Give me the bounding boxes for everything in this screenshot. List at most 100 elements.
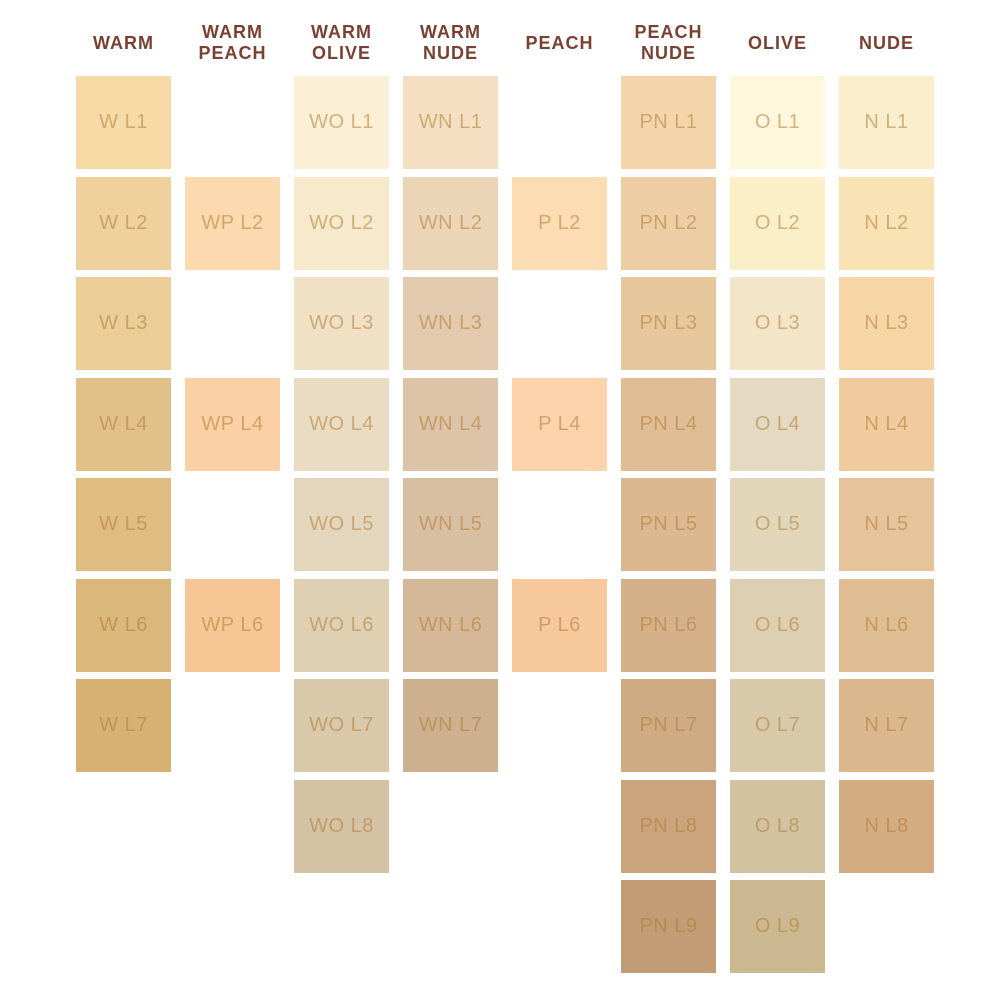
swatch-n-l3: N L3 — [839, 277, 934, 370]
swatch-o-l7: O L7 — [730, 679, 825, 772]
shade-column: PEACH NUDE PN L1 PN L2 PN L3 PN L4 PN L5 PN L6… — [621, 20, 716, 981]
empty-cell — [512, 780, 607, 873]
swatch-o-l6: O L6 — [730, 578, 825, 672]
shade-column: PEACH P L2 P L4 P L6 — [512, 20, 607, 981]
swatch-wo-l6: WO L6 — [294, 578, 389, 672]
shade-column: OLIVE O L1 O L2 O L3 O L4 O L5 O L6 O L7 O L8 O L… — [730, 20, 825, 981]
shade-column: WARM OLIVE WO L1 WO L2 WO L3 WO L4 WO L5 WO L6… — [294, 20, 389, 981]
swatch-pn-l1: PN L1 — [621, 76, 716, 169]
swatch-n-l1: N L1 — [839, 76, 934, 169]
swatch-pn-l8: PN L8 — [621, 779, 716, 873]
empty-cell — [512, 478, 607, 571]
swatch-label: P L4 — [538, 412, 581, 435]
swatch-label: WP L6 — [201, 613, 264, 636]
foundation-shade-chart: WARM W L1 W L2 W L3 W L4 W L5 W L6 W L7 WARM PEA… — [76, 20, 934, 981]
empty-cell — [76, 780, 171, 873]
empty-cell — [512, 679, 607, 772]
swatch-wo-l3: WO L3 — [294, 277, 389, 370]
swatch-label: WN L6 — [418, 613, 483, 636]
swatch-wn-l3: WN L3 — [403, 277, 498, 370]
swatch-o-l1: O L1 — [730, 76, 825, 169]
empty-cell — [185, 478, 280, 571]
swatch-label: P L6 — [538, 613, 581, 636]
swatch-label: WN L1 — [418, 111, 483, 133]
swatch-label: WN L4 — [418, 412, 483, 435]
swatch-p-l6: P L6 — [512, 578, 607, 672]
column-header: NUDE — [858, 32, 914, 53]
swatch-label: W L5 — [99, 513, 148, 535]
empty-cell — [76, 880, 171, 973]
swatch-label: N L5 — [864, 513, 909, 535]
swatch-wn-l4: WN L4 — [403, 377, 498, 471]
swatch-label: PN L1 — [639, 111, 698, 133]
swatch-label: PN L6 — [639, 613, 698, 636]
column-header: PEACH — [525, 32, 594, 53]
swatch-n-l5: N L5 — [839, 478, 934, 571]
swatch-wo-l5: WO L5 — [294, 478, 389, 571]
empty-cell — [185, 880, 280, 973]
swatch-label: WO L4 — [309, 412, 374, 435]
swatch-label: WN L7 — [418, 714, 483, 736]
swatch-label: W L3 — [99, 312, 148, 334]
swatch-label: O L8 — [754, 814, 801, 837]
swatch-label: PN L4 — [639, 412, 698, 435]
swatch-label: WN L5 — [418, 513, 483, 535]
swatch-n-l7: N L7 — [839, 679, 934, 772]
swatch-label: O L3 — [754, 312, 801, 334]
swatch-label: WO L1 — [309, 111, 374, 133]
swatch-label: O L9 — [754, 915, 801, 937]
swatch-w-l5: W L5 — [76, 478, 171, 571]
swatch-label: O L5 — [754, 513, 801, 535]
swatch-n-l4: N L4 — [839, 377, 934, 471]
swatch-label: N L4 — [864, 412, 909, 435]
swatch-wp-l6: WP L6 — [185, 578, 280, 672]
swatch-w-l4: W L4 — [76, 377, 171, 471]
swatch-wp-l2: WP L2 — [185, 176, 280, 270]
swatch-label: W L2 — [99, 211, 148, 234]
empty-cell — [512, 880, 607, 973]
swatch-pn-l5: PN L5 — [621, 478, 716, 571]
swatch-label: O L4 — [754, 412, 801, 435]
shade-column: WARM PEACH WP L2 WP L4 WP L6 — [185, 20, 280, 981]
shade-column: NUDE N L1 N L2 N L3 N L4 N L5 N L6 N L7 N L8 — [839, 20, 934, 981]
swatch-label: PN L8 — [639, 814, 698, 837]
swatch-label: WO L8 — [309, 814, 374, 837]
shade-column: WARM NUDE WN L1 WN L2 WN L3 WN L4 WN L5 WN L6 W… — [403, 20, 498, 981]
empty-cell — [185, 277, 280, 370]
swatch-label: PN L9 — [639, 915, 698, 937]
swatch-o-l4: O L4 — [730, 377, 825, 471]
shade-column: WARM W L1 W L2 W L3 W L4 W L5 W L6 W L7 — [76, 20, 171, 981]
empty-cell — [185, 76, 280, 169]
swatch-n-l6: N L6 — [839, 578, 934, 672]
empty-cell — [512, 76, 607, 169]
swatch-w-l6: W L6 — [76, 578, 171, 672]
swatch-wo-l7: WO L7 — [294, 679, 389, 772]
swatch-label: WO L5 — [309, 513, 374, 535]
column-header: OLIVE — [747, 32, 807, 53]
swatch-p-l2: P L2 — [512, 176, 607, 270]
swatch-label: WP L2 — [201, 211, 264, 234]
swatch-label: PN L2 — [639, 211, 698, 234]
swatch-label: WO L3 — [309, 312, 374, 334]
swatch-wn-l2: WN L2 — [403, 176, 498, 270]
swatch-label: N L1 — [864, 111, 909, 133]
column-header: WARM PEACH — [198, 22, 267, 63]
swatch-label: W L6 — [99, 613, 148, 636]
swatch-w-l1: W L1 — [76, 76, 171, 169]
swatch-wo-l8: WO L8 — [294, 779, 389, 873]
swatch-w-l3: W L3 — [76, 277, 171, 370]
swatch-label: PN L7 — [639, 714, 698, 736]
empty-cell — [294, 880, 389, 973]
swatch-w-l2: W L2 — [76, 176, 171, 270]
swatch-label: O L1 — [754, 111, 801, 133]
swatch-pn-l7: PN L7 — [621, 679, 716, 772]
column-header: WARM OLIVE — [311, 22, 372, 63]
swatch-o-l2: O L2 — [730, 176, 825, 270]
swatch-n-l2: N L2 — [839, 176, 934, 270]
swatch-label: W L4 — [99, 412, 148, 435]
swatch-label: O L2 — [754, 211, 801, 234]
swatch-label: WN L2 — [418, 211, 483, 234]
swatch-o-l5: O L5 — [730, 478, 825, 571]
swatch-pn-l2: PN L2 — [621, 176, 716, 270]
